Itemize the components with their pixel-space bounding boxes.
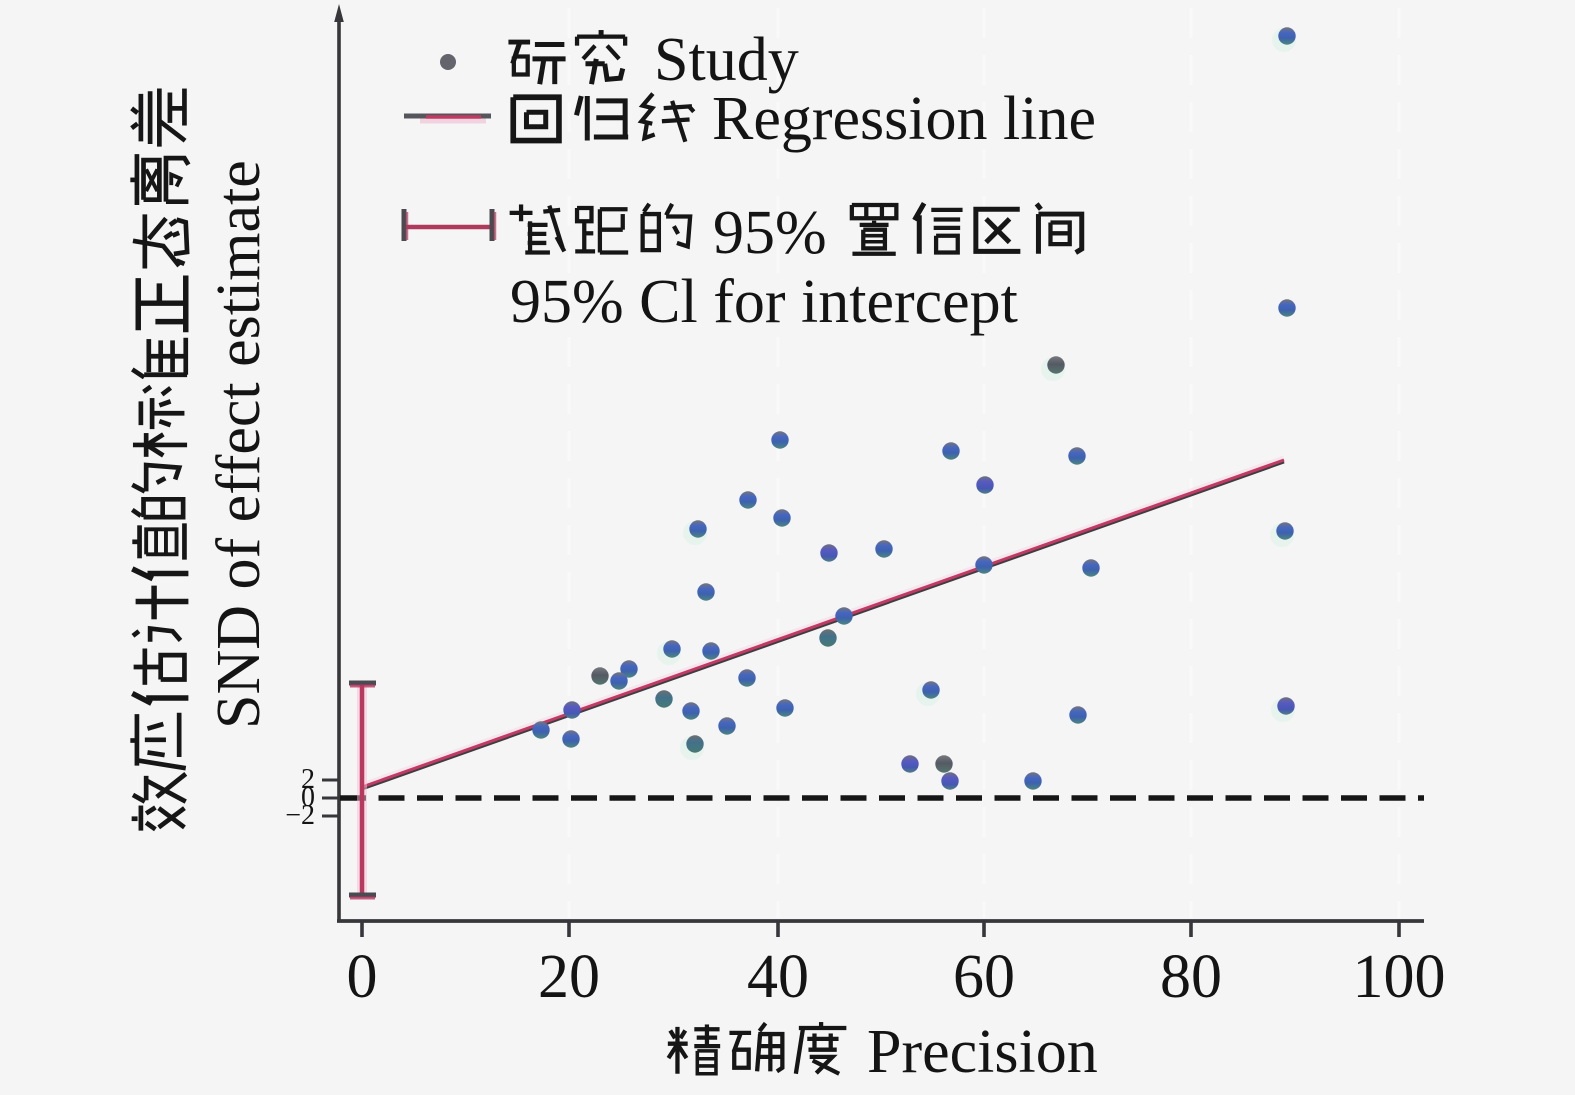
svg-text:60: 60 bbox=[953, 943, 1015, 1011]
svg-text:Regression line: Regression line bbox=[712, 85, 1096, 153]
svg-text:20: 20 bbox=[538, 943, 600, 1011]
svg-text:80: 80 bbox=[1160, 943, 1222, 1011]
svg-text:Precision: Precision bbox=[867, 1018, 1098, 1086]
svg-text:40: 40 bbox=[747, 943, 809, 1011]
svg-text:2: 2 bbox=[301, 764, 315, 795]
svg-text:−2: −2 bbox=[285, 800, 315, 831]
svg-text:Study: Study bbox=[654, 26, 799, 94]
svg-text:95%: 95% bbox=[713, 199, 827, 267]
svg-text:0: 0 bbox=[301, 782, 315, 813]
svg-text:SND of effect estimate: SND of effect estimate bbox=[205, 160, 273, 729]
svg-text:95% Cl for intercept: 95% Cl for intercept bbox=[510, 268, 1018, 336]
svg-text:0: 0 bbox=[347, 943, 378, 1011]
svg-text:100: 100 bbox=[1353, 943, 1446, 1011]
